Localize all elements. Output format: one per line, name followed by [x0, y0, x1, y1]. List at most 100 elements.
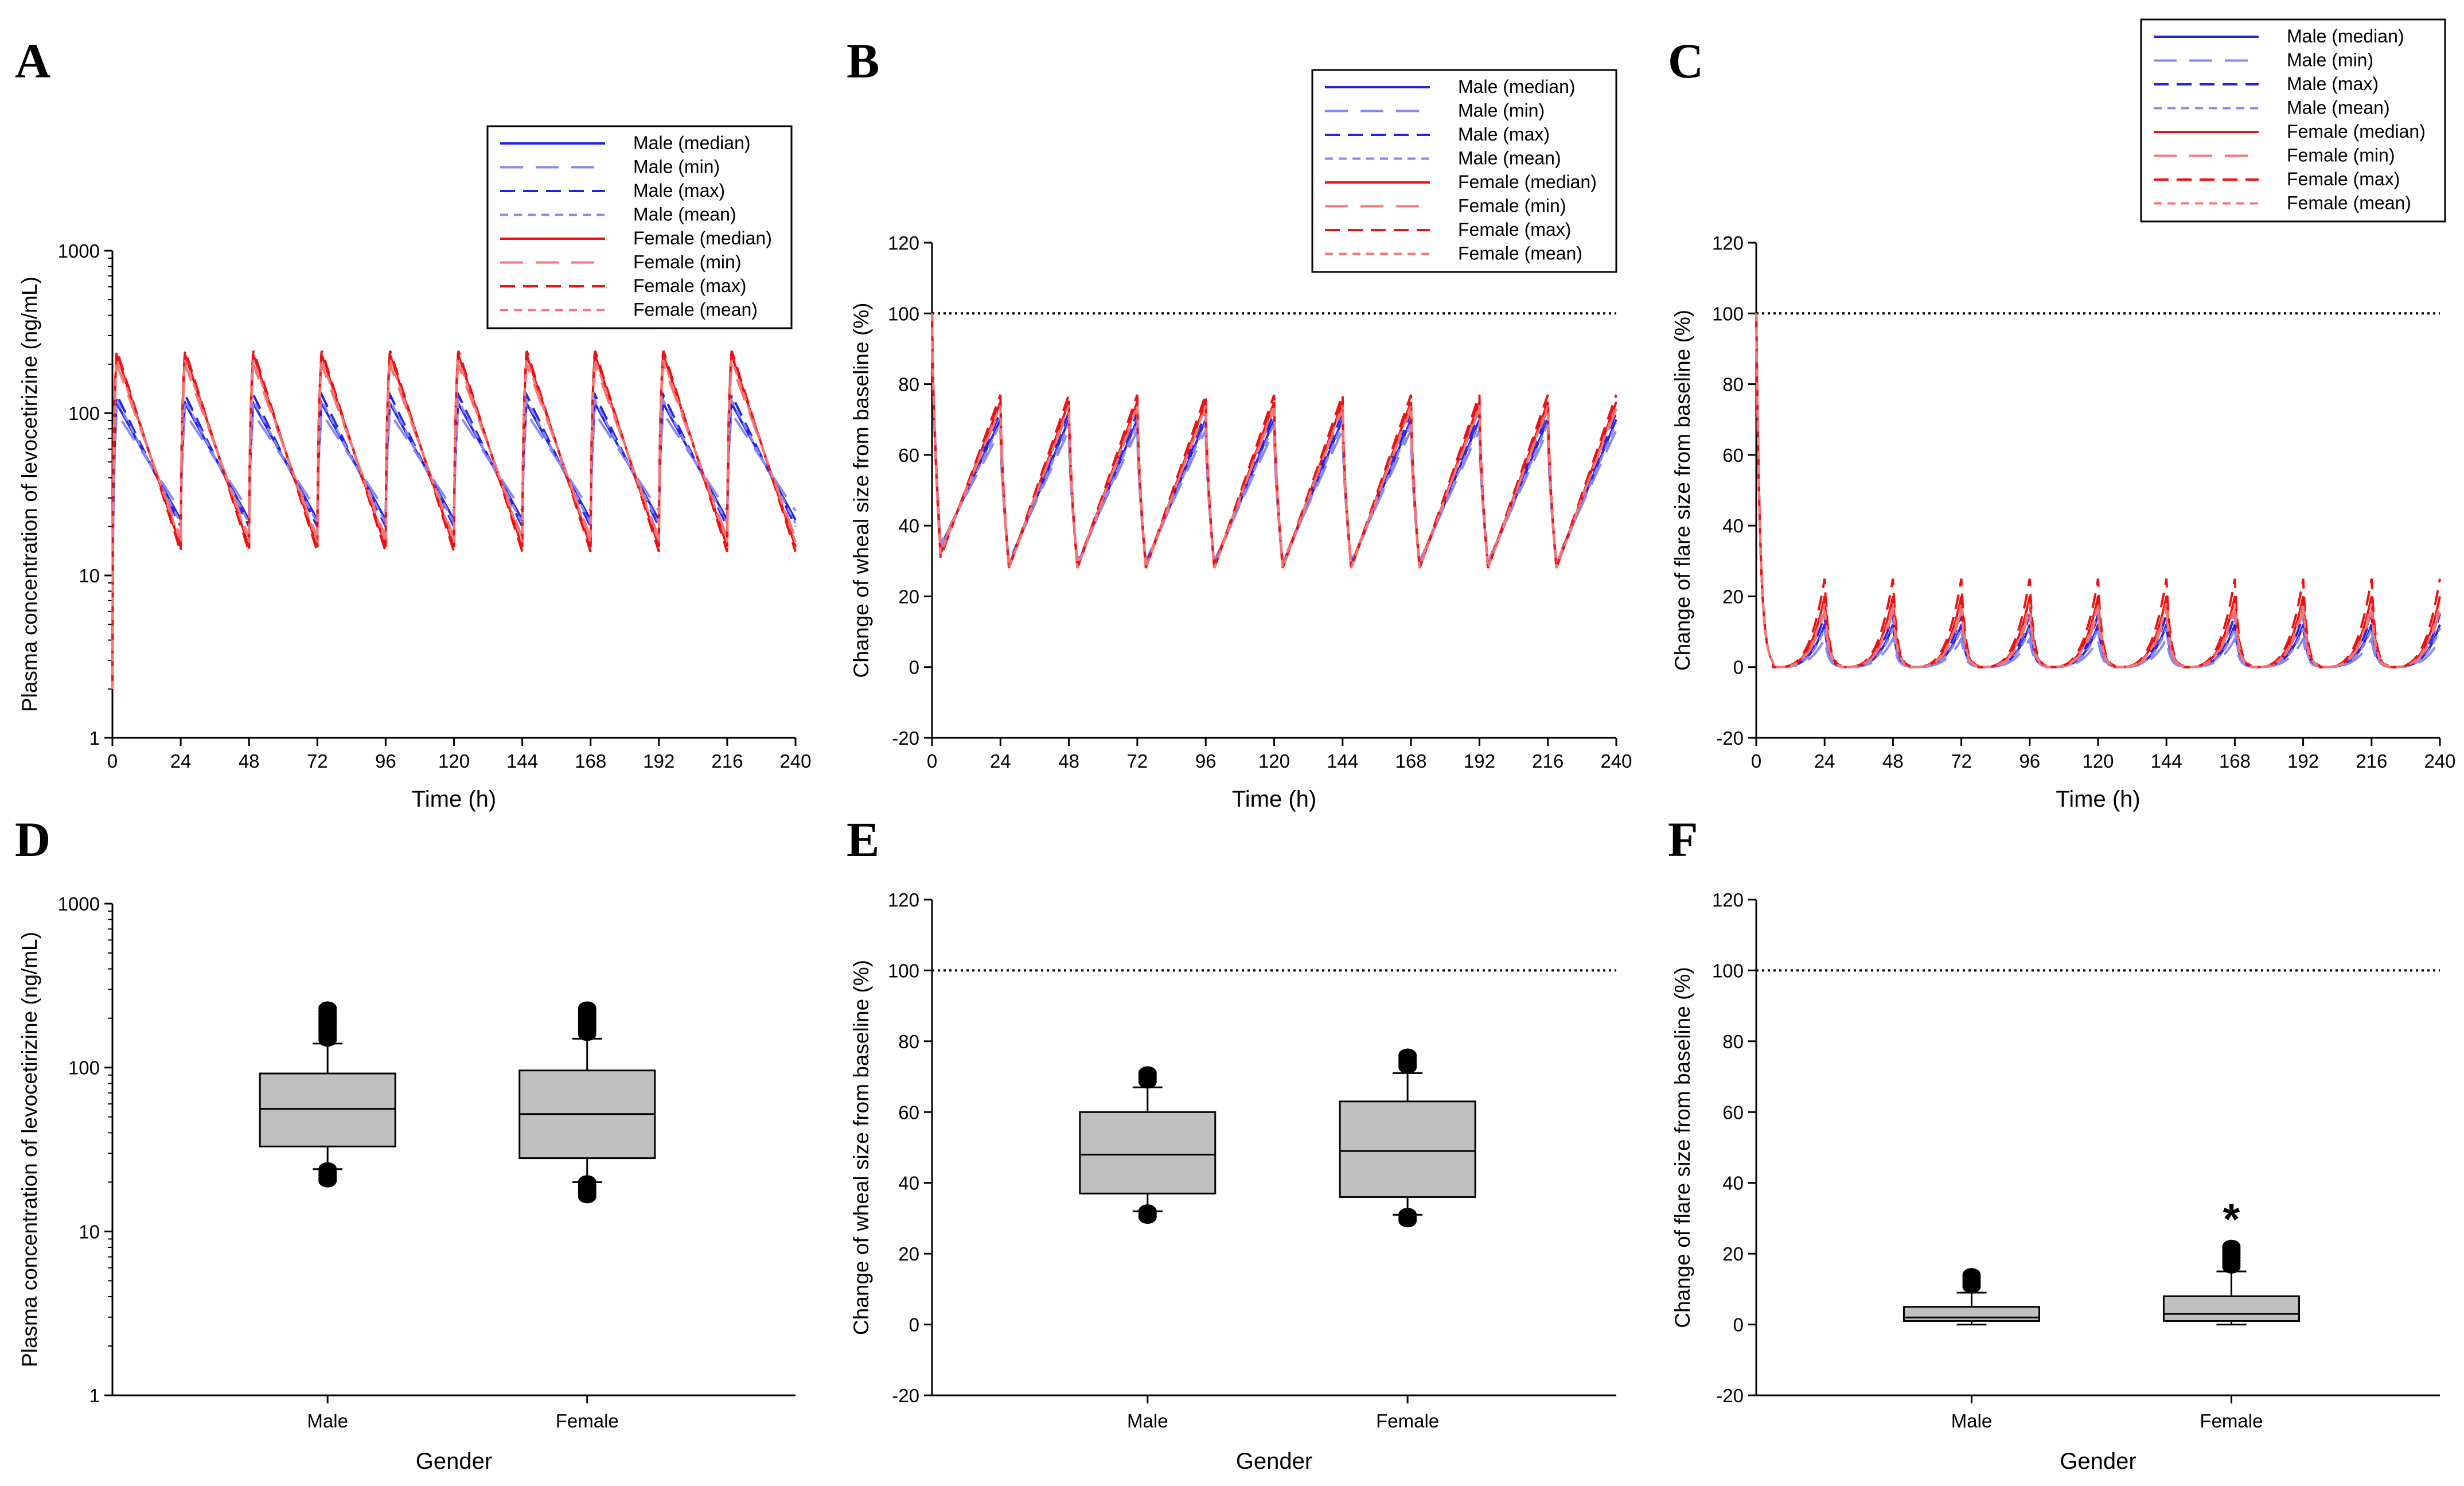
- y-tick-label: 1: [89, 728, 100, 749]
- x-axis-label: Gender: [2060, 1449, 2136, 1474]
- y-tick-label: 60: [898, 1102, 919, 1123]
- outlier-point: [1138, 1210, 1157, 1224]
- legend-entry: Female (mean): [633, 299, 758, 320]
- legend-entry: Male (max): [2287, 73, 2379, 94]
- legend-box: [2140, 18, 2446, 223]
- box-male: [1902, 1268, 2040, 1326]
- panel-f: F -20 0 20 40 60 80 100 120 Change of flare size …: [1668, 812, 2440, 1474]
- outlier-point: [1962, 1279, 1981, 1294]
- y-tick-label: 80: [1722, 374, 1744, 395]
- x-tick-label: 0: [1751, 750, 1761, 772]
- y-tick-label: 0: [1733, 657, 1744, 678]
- x-tick-label: 216: [711, 750, 743, 772]
- y-axis-label: Plasma concentration of levocetirizine (…: [18, 932, 41, 1367]
- box-iqr: [1079, 1111, 1217, 1195]
- panel-b: B -20 0 20 40 60 80 100 120 Change of wheal size …: [847, 33, 1632, 812]
- box-male: [1079, 1066, 1217, 1224]
- y-tick-label: 20: [898, 1243, 919, 1265]
- x-tick-label: 24: [170, 750, 192, 772]
- legend-entry: Female (min): [2287, 145, 2395, 166]
- x-tick-label: 240: [1600, 750, 1632, 772]
- y-tick-label: 120: [1712, 232, 1744, 254]
- legend-entry: Male (mean): [2287, 98, 2390, 118]
- x-category-label: Female: [1376, 1410, 1439, 1431]
- x-tick-label: 96: [375, 750, 396, 772]
- series-line-female-mean: [931, 313, 1617, 569]
- x-category-label: Male: [1127, 1410, 1168, 1431]
- legend-box: [486, 125, 793, 329]
- y-tick-label: -20: [892, 1385, 919, 1406]
- box-female: [2162, 1239, 2300, 1326]
- y-tick-label: 120: [888, 889, 919, 911]
- series-line-male-mean: [1755, 313, 2441, 668]
- y-tick-label: 100: [888, 960, 919, 981]
- x-tick-label: 216: [1532, 750, 1564, 772]
- legend: Male (median) Male (min) Male (max) Male (m…: [1311, 69, 1617, 273]
- y-axis-label: Change of flare size from baseline (%): [1671, 310, 1694, 671]
- legend-entry: Female (mean): [1458, 243, 1582, 264]
- legend-entry: Male (min): [2287, 50, 2373, 71]
- y-axis-label: Change of flare size from baseline (%): [1671, 967, 1694, 1328]
- x-tick-label: 144: [2151, 750, 2182, 772]
- legend-entry: Female (mean): [2287, 193, 2411, 213]
- x-tick-label: 96: [2019, 750, 2040, 772]
- panel-d: D 1 10 100 1000 Plasma concentration of levoc…: [15, 812, 796, 1474]
- panel-label: F: [1668, 812, 1698, 867]
- outlier-point: [1138, 1075, 1157, 1089]
- outlier-point: [578, 1027, 596, 1041]
- y-tick-label: -20: [1716, 728, 1744, 749]
- y-tick-label: 40: [1722, 1173, 1744, 1194]
- legend-entry: Female (max): [1458, 219, 1571, 240]
- legend-entry: Female (median): [633, 228, 772, 248]
- y-tick-label: 0: [909, 657, 919, 678]
- y-tick-label: 100: [68, 1057, 100, 1079]
- y-tick-label: 60: [1722, 445, 1744, 466]
- x-tick-label: 120: [1258, 750, 1290, 772]
- panel-label: B: [847, 33, 879, 88]
- legend-entry: Female (median): [2287, 121, 2426, 142]
- panel-label: D: [15, 812, 50, 867]
- x-tick-label: 96: [1195, 750, 1217, 772]
- x-axis-label: Time (h): [412, 787, 496, 812]
- outlier-point: [318, 1173, 337, 1188]
- x-tick-label: 48: [1882, 750, 1904, 772]
- x-tick-label: 240: [779, 750, 811, 772]
- y-tick-label: 40: [898, 1173, 919, 1194]
- y-tick-label: 60: [898, 445, 919, 466]
- box-female: [1339, 1048, 1476, 1228]
- y-tick-label: 20: [898, 586, 919, 607]
- y-axis-label: Change of wheal size from baseline (%): [849, 960, 873, 1335]
- x-category-label: Female: [2200, 1410, 2263, 1431]
- x-tick-label: 240: [2424, 750, 2455, 772]
- y-tick-label: 120: [1712, 889, 1744, 911]
- y-tick-label: 80: [1722, 1031, 1744, 1052]
- x-tick-label: 168: [575, 750, 606, 772]
- y-tick-label: 20: [1722, 1243, 1744, 1265]
- x-tick-label: 48: [1058, 750, 1079, 772]
- y-tick-label: 0: [909, 1314, 919, 1336]
- y-tick-label: 0: [1733, 1314, 1744, 1336]
- y-tick-label: 10: [79, 565, 100, 586]
- outlier-point: [318, 1033, 337, 1047]
- legend-entry: Male (median): [1458, 76, 1576, 97]
- x-tick-label: 144: [1327, 750, 1358, 772]
- x-category-label: Male: [1951, 1410, 1993, 1431]
- legend-entry: Male (max): [633, 180, 725, 201]
- legend-entry: Female (median): [1458, 172, 1597, 192]
- panel-a: A 1 10 100 1000 Plasma concentration of levoc…: [15, 33, 812, 812]
- x-tick-label: 72: [1951, 750, 1972, 772]
- y-tick-label: 1: [89, 1385, 100, 1406]
- legend-entry: Female (min): [633, 252, 741, 273]
- x-tick-label: 168: [2219, 750, 2251, 772]
- box-iqr: [259, 1072, 396, 1147]
- y-tick-label: 20: [1722, 586, 1744, 607]
- y-tick-label: -20: [1716, 1385, 1744, 1406]
- box-male: [259, 1001, 396, 1188]
- outlier-point: [578, 1189, 596, 1204]
- x-tick-label: 24: [990, 750, 1011, 772]
- y-tick-label: 40: [898, 515, 919, 536]
- outlier-point: [2222, 1259, 2241, 1274]
- legend-entry: Male (mean): [633, 204, 736, 225]
- x-tick-label: 48: [239, 750, 260, 772]
